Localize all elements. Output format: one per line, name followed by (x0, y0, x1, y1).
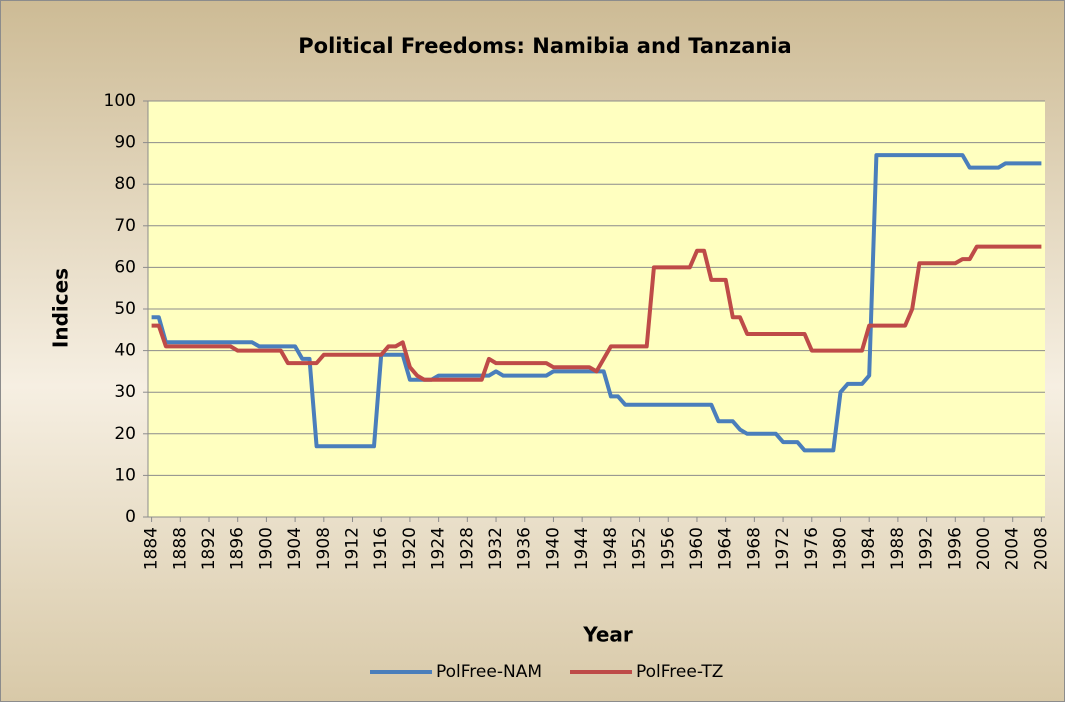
x-tick-label: 1904 (285, 527, 305, 570)
legend-label: PolFree-TZ (636, 662, 723, 682)
legend-label: PolFree-NAM (436, 662, 542, 682)
y-tick-label: 20 (114, 424, 136, 444)
x-tick-label: 2004 (1003, 527, 1023, 570)
y-tick-label: 80 (114, 174, 136, 194)
x-tick-label: 1936 (515, 527, 535, 570)
x-tick-label: 1916 (371, 527, 391, 570)
x-tick-label: 1992 (917, 527, 937, 570)
x-tick-label: 1920 (400, 527, 420, 570)
chart-title: Political Freedoms: Namibia and Tanzania (298, 34, 791, 58)
x-tick-label: 2000 (974, 527, 994, 570)
x-tick-label: 1976 (802, 527, 822, 570)
y-tick-label: 10 (114, 465, 136, 485)
y-tick-label: 90 (114, 133, 136, 153)
y-axis-label: Indices (49, 268, 73, 348)
y-tick-label: 30 (114, 382, 136, 402)
x-tick-label: 1896 (228, 527, 248, 570)
x-tick-label: 1988 (888, 527, 908, 570)
y-tick-label: 40 (114, 341, 136, 361)
x-tick-label: 1900 (256, 527, 276, 570)
x-tick-label: 2008 (1031, 527, 1051, 570)
x-tick-label: 1952 (630, 527, 650, 570)
x-tick-label: 1968 (744, 527, 764, 570)
y-tick-label: 0 (125, 507, 136, 527)
x-tick-label: 1960 (687, 527, 707, 570)
y-tick-label: 50 (114, 299, 136, 319)
x-tick-label: 1892 (199, 527, 219, 570)
y-tick-label: 70 (114, 216, 136, 236)
x-tick-label: 1924 (429, 527, 449, 570)
x-tick-label: 1948 (601, 527, 621, 570)
x-tick-label: 1964 (716, 527, 736, 570)
x-tick-label: 1884 (142, 527, 162, 570)
series-line (151, 244, 1042, 382)
x-tick-label: 1928 (457, 527, 477, 570)
y-tick-label: 100 (104, 91, 136, 111)
x-tick-label: 1956 (658, 527, 678, 570)
x-tick-label: 1972 (773, 527, 793, 570)
x-tick-label: 1908 (314, 527, 334, 570)
x-tick-label: 1912 (343, 527, 363, 570)
x-tick-label: 1932 (486, 527, 506, 570)
x-tick-label: 1888 (170, 527, 190, 570)
x-tick-label: 1984 (859, 527, 879, 570)
y-tick-label: 60 (114, 257, 136, 277)
x-tick-label: 1996 (945, 527, 965, 570)
x-axis-label: Year (582, 623, 633, 647)
x-tick-label: 1940 (543, 527, 563, 570)
x-tick-label: 1944 (572, 527, 592, 570)
x-tick-label: 1980 (830, 527, 850, 570)
